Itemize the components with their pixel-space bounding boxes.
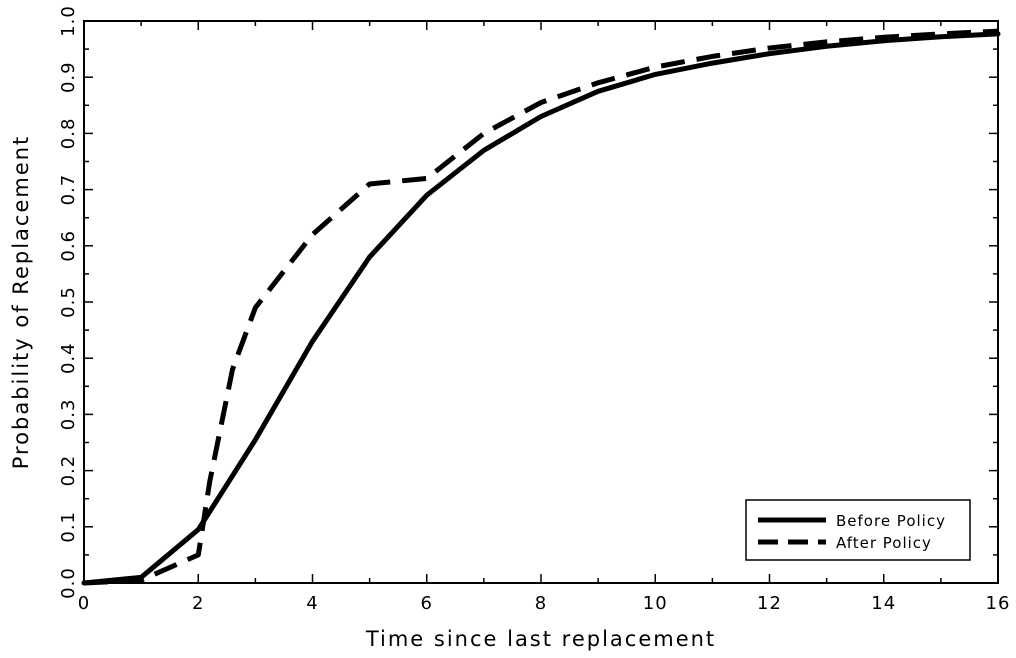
series-line-after-policy [83, 28, 999, 586]
x-tick-label: 6 [421, 593, 433, 614]
y-tick-labels: 0.0 0.1 0.2 0.3 0.4 0.5 0.6 0.7 0.8 0.9 1.0 [58, 5, 79, 599]
legend-box [745, 499, 971, 561]
y-tick-label: 1.0 [58, 5, 79, 37]
x-tick-labels: 0 2 4 6 8 10 12 14 16 [78, 593, 1011, 614]
y-tick-label: 0.9 [58, 61, 79, 93]
y-axis-title: Probability of Replacement [9, 135, 33, 470]
y-tick-label: 0.0 [58, 567, 79, 599]
axis-ticks [83, 20, 999, 584]
x-tick-label: 14 [871, 593, 896, 614]
x-tick-label: 2 [192, 593, 204, 614]
y-tick-label: 0.7 [58, 174, 79, 206]
legend: Before Policy After Policy [745, 499, 971, 561]
y-tick-label: 0.8 [58, 118, 79, 150]
y-tick-label: 0.6 [58, 230, 79, 262]
y-tick-label: 0.1 [58, 511, 79, 543]
x-tick-label: 12 [757, 593, 782, 614]
x-tick-label: 4 [306, 593, 318, 614]
y-tick-label: 0.4 [58, 342, 79, 374]
series-line-before-policy [81, 31, 1001, 586]
y-tick-label: 0.5 [58, 286, 79, 318]
legend-label-before-policy: Before Policy [836, 512, 946, 530]
y-tick-label: 0.3 [58, 399, 79, 431]
x-axis-title: Time since last replacement [365, 627, 716, 651]
legend-label-after-policy: After Policy [836, 534, 932, 552]
x-tick-label: 8 [535, 593, 547, 614]
y-tick-label: 0.2 [58, 455, 79, 487]
series-lines [81, 28, 1001, 586]
x-tick-label: 0 [78, 593, 90, 614]
x-tick-label: 10 [643, 593, 668, 614]
x-tick-label: 16 [986, 593, 1011, 614]
